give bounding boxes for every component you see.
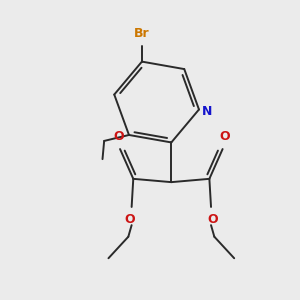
Text: O: O [113,130,124,143]
Text: O: O [219,130,230,143]
Text: N: N [202,105,212,118]
Text: O: O [125,213,135,226]
Text: O: O [207,213,218,226]
Text: Br: Br [134,27,150,40]
